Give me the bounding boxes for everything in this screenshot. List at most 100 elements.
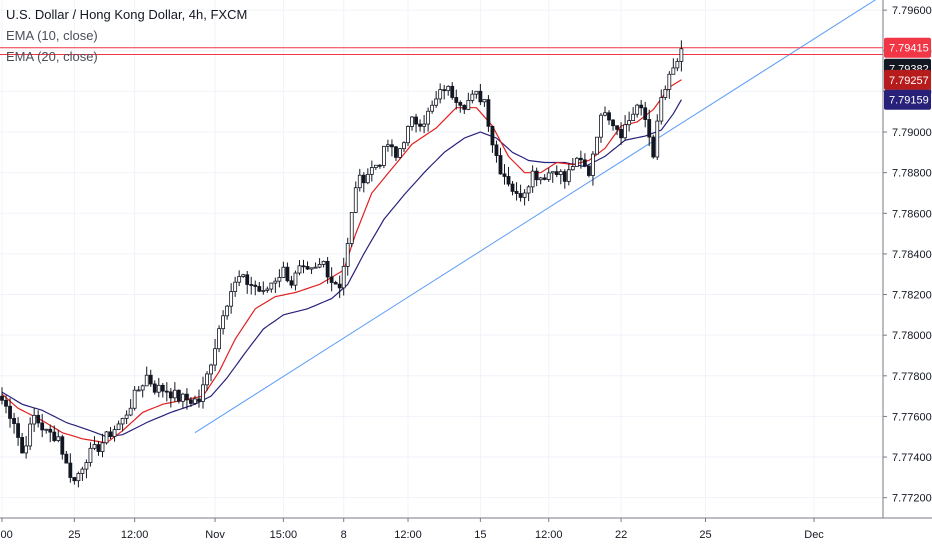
candle-body: [44, 428, 49, 431]
candle-body: [615, 125, 619, 130]
candle-body: [168, 391, 173, 399]
candle-body: [297, 265, 302, 274]
candle-body: [293, 272, 298, 286]
candle-body: [377, 164, 382, 167]
candle-body: [0, 395, 4, 401]
candle-body: [446, 85, 451, 92]
price-tick-label: 7.79600: [892, 5, 932, 17]
candle-body: [365, 173, 370, 184]
time-tick-label: 22: [615, 529, 627, 541]
candle-body: [619, 128, 623, 139]
candle-body: [667, 73, 672, 90]
candle-body: [679, 48, 684, 62]
symbol-title[interactable]: U.S. Dollar / Hong Kong Dollar, 4h, FXCM: [6, 7, 248, 22]
candle-body: [277, 277, 282, 282]
candle-body: [225, 305, 230, 317]
chart-legend: U.S. Dollar / Hong Kong Dollar, 4h, FXCM…: [6, 4, 247, 67]
candle-body: [474, 90, 479, 95]
candle-body: [341, 265, 346, 289]
candle-body: [4, 399, 8, 407]
candle-body: [406, 126, 410, 144]
candle-body: [301, 265, 306, 268]
candle-body: [558, 171, 563, 175]
candle-body: [603, 112, 607, 116]
candle-body: [333, 282, 338, 285]
candle-body: [32, 414, 37, 425]
candle-body: [490, 125, 495, 146]
ema10-legend[interactable]: EMA (10, close): [6, 28, 98, 43]
price-badge-label: 7.79159: [889, 95, 929, 107]
candle-body: [245, 274, 250, 285]
candle-body: [506, 176, 511, 185]
price-tick-label: 7.78200: [892, 290, 932, 302]
time-tick-label: 8: [341, 529, 347, 541]
candle-body: [180, 393, 185, 402]
time-tick-label: 12:00: [394, 529, 422, 541]
candle-body: [197, 398, 201, 402]
candle-body: [422, 123, 427, 127]
candle-body: [132, 389, 137, 409]
candle-body: [265, 288, 270, 291]
time-tick-label: Dec: [804, 529, 824, 541]
candle-body: [394, 146, 398, 158]
candle-body: [414, 116, 418, 125]
price-tick-label: 7.77800: [892, 371, 932, 383]
candle-body: [237, 276, 242, 283]
candle-body: [313, 266, 318, 269]
candle-body: [164, 390, 169, 393]
candle-body: [325, 260, 330, 278]
time-tick-label: 12:00: [535, 529, 563, 541]
candle-body: [305, 266, 310, 270]
candle-body: [40, 422, 45, 431]
candle-body: [599, 114, 603, 138]
ema10-path: [1, 79, 682, 444]
trendline[interactable]: [194, 0, 878, 434]
candle-body: [152, 383, 157, 393]
ema20-legend[interactable]: EMA (20, close): [6, 49, 98, 64]
candle-body: [172, 389, 177, 399]
candle-body: [502, 173, 507, 177]
time-tick-label: 25: [68, 529, 80, 541]
candle-body: [116, 423, 121, 431]
time-axis[interactable]: 2:00 25 12:00 Nov 15:00 8 12:00 15 12:00 22 25 Dec: [0, 517, 932, 541]
candle-body: [675, 61, 680, 69]
candle-body: [466, 100, 471, 110]
candle-body: [369, 167, 374, 175]
price-lines[interactable]: [0, 47, 883, 55]
candle-body: [52, 431, 57, 441]
candle-body: [20, 437, 25, 454]
grid-lines: [0, 0, 883, 518]
candle-body: [233, 281, 238, 292]
price-badge: [884, 69, 931, 90]
candle-body: [398, 148, 402, 158]
candle-body: [595, 136, 599, 155]
price-tick-label: 7.77600: [892, 411, 932, 423]
price-badge: [884, 37, 931, 58]
candle-body: [100, 442, 105, 452]
price-tick-label: 7.78000: [892, 330, 932, 342]
candle-body: [651, 136, 656, 158]
candlesticks[interactable]: [0, 40, 684, 488]
candle-body: [273, 280, 278, 284]
candle-body: [402, 142, 406, 150]
candle-body: [68, 462, 73, 478]
candle-body: [458, 102, 463, 106]
price-tick-label: 7.78600: [892, 208, 932, 220]
candle-body: [655, 120, 660, 158]
trendline-segment: [194, 0, 877, 434]
candle-body: [438, 89, 443, 100]
candle-body: [60, 436, 65, 455]
candle-body: [663, 88, 668, 98]
candle-body: [160, 384, 165, 392]
time-tick-label: 2:00: [0, 529, 13, 541]
candle-body: [522, 192, 527, 198]
candle-body: [72, 477, 77, 482]
candle-body: [418, 123, 422, 127]
candle-body: [92, 444, 97, 449]
candle-body: [566, 169, 571, 182]
candle-body: [357, 174, 362, 189]
candle-body: [534, 170, 539, 181]
candle-body: [494, 144, 499, 156]
candle-body: [410, 116, 414, 127]
